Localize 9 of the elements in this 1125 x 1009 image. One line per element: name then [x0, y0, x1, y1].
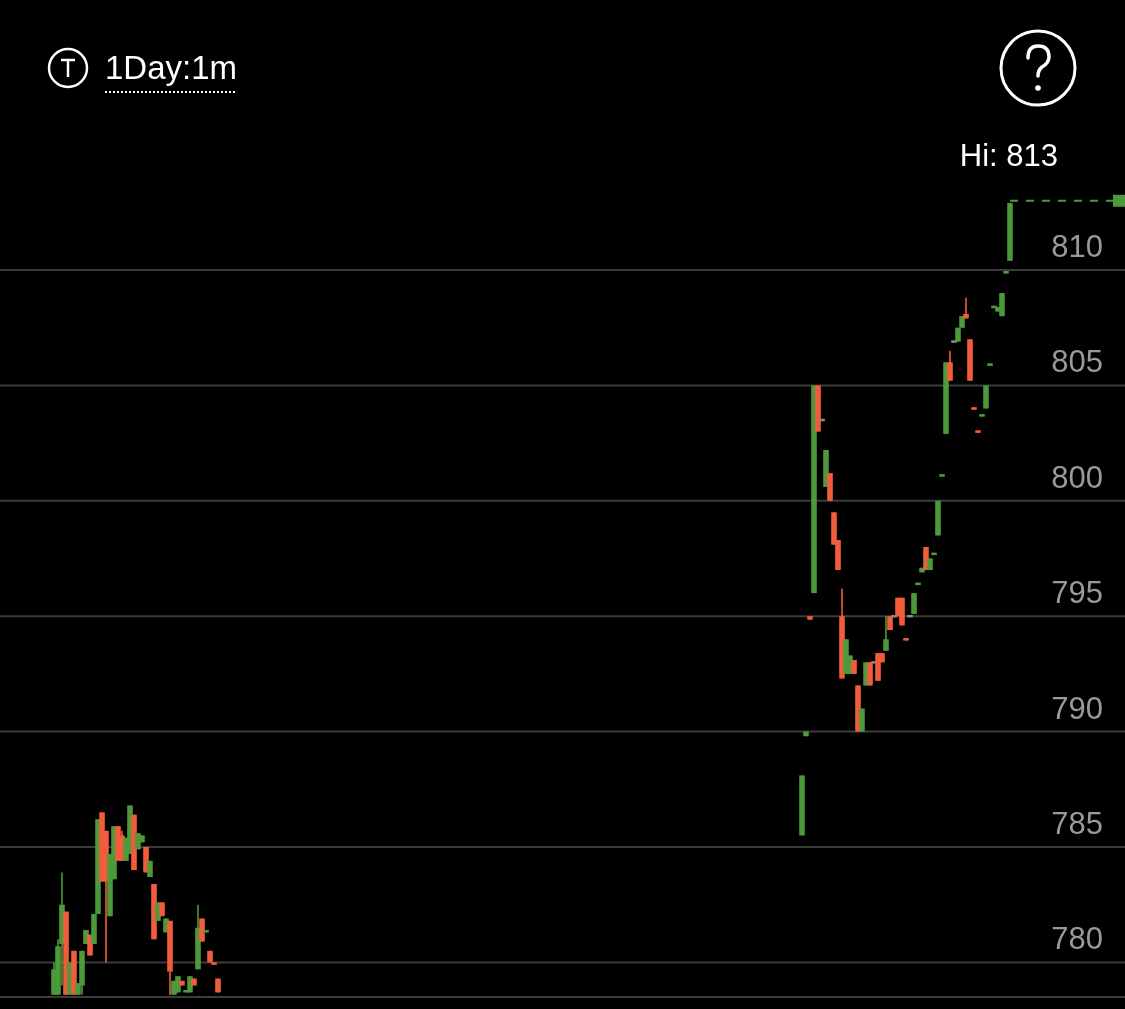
y-tick-label: 785 [1051, 805, 1103, 841]
y-tick-label: 790 [1051, 690, 1103, 726]
y-tick-label: 780 [1051, 921, 1103, 957]
y-tick-label: 800 [1051, 459, 1103, 495]
ref-line-label: Hi: 813 [959, 138, 1058, 173]
y-tick-label: 805 [1051, 344, 1103, 380]
y-tick-label: 810 [1051, 229, 1103, 265]
text: 1Day:1m [105, 49, 238, 86]
y-tick-label: 795 [1051, 575, 1103, 611]
